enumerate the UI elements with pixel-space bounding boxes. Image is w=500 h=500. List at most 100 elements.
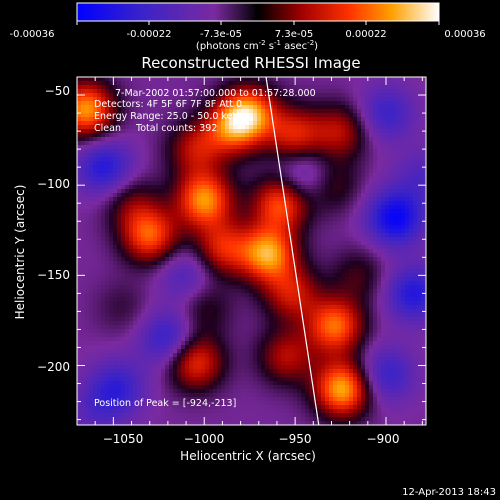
heatmap-cell [241, 173, 246, 178]
heatmap-cell [333, 185, 338, 190]
heatmap-cell [309, 145, 314, 150]
heatmap-cell [249, 205, 254, 210]
heatmap-cell [149, 181, 154, 186]
heatmap-cell [141, 117, 146, 122]
heatmap-cell [281, 301, 286, 306]
heatmap-cell [117, 209, 122, 214]
heatmap-cell [281, 293, 286, 298]
heatmap-cell [277, 173, 282, 178]
heatmap-cell [317, 213, 322, 218]
heatmap-cell [105, 125, 110, 130]
heatmap-cell [133, 161, 138, 166]
heatmap-cell [169, 97, 174, 102]
heatmap-cell [381, 297, 386, 302]
heatmap-cell [157, 289, 162, 294]
heatmap-cell [161, 173, 166, 178]
heatmap-cell [221, 141, 226, 146]
heatmap-cell [313, 173, 318, 178]
heatmap-cell [261, 185, 266, 190]
heatmap-cell [165, 181, 170, 186]
heatmap-cell [185, 101, 190, 106]
heatmap-cell [125, 81, 130, 86]
heatmap-cell [181, 289, 186, 294]
heatmap-cell [229, 293, 234, 298]
heatmap-cell [361, 101, 366, 106]
heatmap-cell [149, 285, 154, 290]
heatmap-cell [253, 221, 258, 226]
heatmap-cell [205, 149, 210, 154]
heatmap-cell [181, 185, 186, 190]
heatmap-cell [209, 201, 214, 206]
heatmap-cell [189, 97, 194, 102]
heatmap-cell [301, 85, 306, 90]
heatmap-cell [405, 241, 410, 246]
heatmap-cell [333, 145, 338, 150]
heatmap-cell [209, 141, 214, 146]
heatmap-cell [93, 265, 98, 270]
heatmap-cell [209, 285, 214, 290]
heatmap-cell [413, 101, 418, 106]
heatmap-cell [273, 205, 278, 210]
heatmap-cell [317, 237, 322, 242]
heatmap-cell [329, 281, 334, 286]
heatmap-cell [305, 289, 310, 294]
heatmap-cell [369, 221, 374, 226]
heatmap-cell [417, 269, 422, 274]
heatmap-cell [189, 129, 194, 134]
heatmap-cell [229, 301, 234, 306]
heatmap-cell [297, 213, 302, 218]
heatmap-cell [145, 193, 150, 198]
heatmap-cell [173, 257, 178, 262]
heatmap-cell [357, 233, 362, 238]
heatmap-cell [313, 185, 318, 190]
heatmap-cell [341, 265, 346, 270]
heatmap-cell [153, 97, 158, 102]
heatmap-cell [209, 249, 214, 254]
heatmap-cell [193, 273, 198, 278]
heatmap-cell [89, 245, 94, 250]
heatmap-cell [413, 189, 418, 194]
heatmap-cell [261, 93, 266, 98]
heatmap-cell [385, 185, 390, 190]
heatmap-cell [157, 145, 162, 150]
heatmap-cell [85, 181, 90, 186]
heatmap-cell [337, 261, 342, 266]
heatmap-cell [237, 157, 242, 162]
heatmap-cell [369, 121, 374, 126]
heatmap-cell [277, 221, 282, 226]
heatmap-cell [97, 125, 102, 130]
heatmap-cell [273, 257, 278, 262]
heatmap-cell [337, 205, 342, 210]
heatmap-cell [377, 165, 382, 170]
heatmap-cell [181, 253, 186, 258]
heatmap-cell [245, 197, 250, 202]
heatmap-cell [281, 101, 286, 106]
heatmap-cell [257, 157, 262, 162]
heatmap-cell [89, 169, 94, 174]
heatmap-cell [361, 117, 366, 122]
heatmap-cell [393, 289, 398, 294]
heatmap-cell [225, 201, 230, 206]
colorbar-gradient [76, 2, 440, 22]
heatmap-cell [353, 281, 358, 286]
heatmap-cell [257, 229, 262, 234]
heatmap-cell [337, 281, 342, 286]
heatmap-cell [341, 113, 346, 118]
heatmap-cell [385, 253, 390, 258]
heatmap-cell [357, 209, 362, 214]
heatmap-cell [317, 181, 322, 186]
heatmap-cell [201, 93, 206, 98]
heatmap-cell [265, 209, 270, 214]
heatmap-cell [317, 137, 322, 142]
heatmap-cell [269, 129, 274, 134]
heatmap-cell [237, 101, 242, 106]
heatmap-cell [321, 113, 326, 118]
heatmap-cell [321, 193, 326, 198]
heatmap-cell [105, 133, 110, 138]
heatmap-cell [377, 201, 382, 206]
heatmap-cell [317, 253, 322, 258]
heatmap-cell [309, 201, 314, 206]
heatmap-cell [329, 161, 334, 166]
heatmap-cell [145, 157, 150, 162]
heatmap-cell [161, 165, 166, 170]
